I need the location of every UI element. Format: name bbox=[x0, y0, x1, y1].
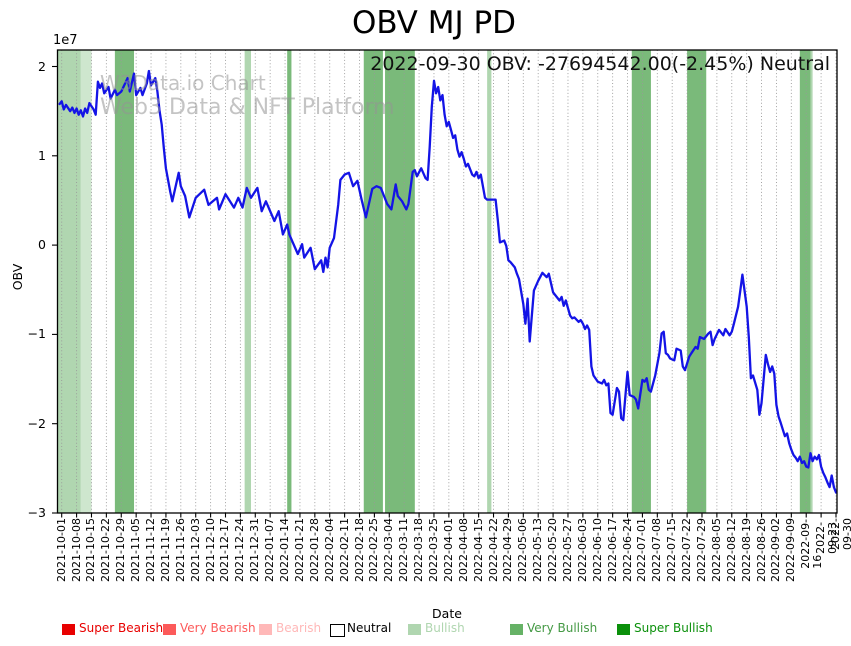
legend-swatch-super-bearish bbox=[62, 624, 75, 635]
legend-label-very-bullish: Very Bullish bbox=[527, 621, 598, 635]
x-tick-label: 2022-01-21 bbox=[292, 518, 306, 582]
y-tick-label: 0 bbox=[38, 237, 46, 253]
x-tick-label: 2022-09-30 bbox=[829, 518, 851, 550]
watermark-line-2: Web3 Data & NFT Platform bbox=[100, 95, 395, 120]
y-tick-label: −1 bbox=[27, 326, 46, 342]
legend-swatch-bearish bbox=[259, 624, 272, 635]
x-tick-label: 2021-12-10 bbox=[203, 518, 217, 582]
y-tick-label: −3 bbox=[27, 505, 46, 520]
legend-swatch-neutral bbox=[330, 624, 345, 637]
legend-label-super-bullish: Super Bullish bbox=[634, 621, 713, 635]
x-tick-label: 2022-08-12 bbox=[724, 518, 738, 582]
x-tick-label: 2021-10-15 bbox=[84, 518, 98, 582]
legend-label-bearish: Bearish bbox=[276, 621, 322, 635]
chart-title: OBV MJ PD bbox=[351, 5, 517, 41]
x-tick-label: 2021-10-22 bbox=[99, 518, 113, 582]
x-tick-label: 2021-10-08 bbox=[69, 518, 83, 582]
y-tick-label: 1 bbox=[38, 147, 46, 163]
x-tick-label: 2022-05-13 bbox=[531, 518, 545, 582]
x-tick-label: 2022-01-07 bbox=[263, 518, 277, 582]
legend-label-super-bearish: Super Bearish bbox=[79, 621, 164, 635]
latest-value-annotation: 2022-09-30 OBV: -27694542.00(-2.45%) Neu… bbox=[370, 53, 830, 75]
x-tick-label: 2021-12-31 bbox=[248, 518, 262, 582]
band-very-bullish bbox=[799, 50, 811, 513]
axes-box bbox=[56, 49, 838, 514]
y-tick-label: 2 bbox=[38, 58, 46, 74]
x-tick-label: 2022-04-22 bbox=[486, 518, 500, 582]
x-tick-label: 2021-11-19 bbox=[158, 518, 172, 582]
x-tick-label: 2022-09-02 bbox=[769, 518, 783, 582]
obv-line bbox=[58, 69, 838, 494]
x-tick-label: 2022-05-06 bbox=[516, 518, 530, 582]
legend-label-bullish: Bullish bbox=[425, 621, 465, 635]
band-bullish bbox=[487, 50, 492, 513]
band-very-bullish bbox=[287, 50, 292, 513]
legend-label-neutral: Neutral bbox=[347, 621, 392, 635]
x-tick-label: 2022-06-10 bbox=[590, 518, 604, 582]
x-tick-label: 2022-04-08 bbox=[456, 518, 470, 582]
x-tick-label: 2022-03-04 bbox=[382, 518, 396, 582]
x-tick-label: 2022-04-15 bbox=[471, 518, 485, 582]
y-tick-label: −2 bbox=[27, 415, 46, 431]
x-tick-label: 2021-10-01 bbox=[54, 518, 68, 582]
x-tick-label: 2022-06-24 bbox=[620, 518, 634, 582]
x-tick-label: 2021-12-17 bbox=[218, 518, 232, 582]
x-tick-label: 2022-04-29 bbox=[501, 518, 515, 582]
x-tick-label: 2021-11-26 bbox=[173, 518, 187, 582]
x-axis-label: Date bbox=[432, 606, 462, 621]
x-tick-label: 2022-07-08 bbox=[650, 518, 664, 582]
x-tick-label: 2022-09-09 bbox=[784, 518, 798, 582]
y-axis-offset-label: 1e7 bbox=[53, 33, 78, 48]
x-tick-label: 2022-07-01 bbox=[635, 518, 649, 582]
legend-label-very-bearish: Very Bearish bbox=[180, 621, 256, 635]
x-tick-label: 2021-12-24 bbox=[233, 518, 247, 582]
signal-bands bbox=[57, 50, 813, 513]
x-tick-label: 2022-07-29 bbox=[694, 518, 708, 582]
band-very-bullish bbox=[114, 50, 135, 513]
x-tick-label: 2022-07-15 bbox=[665, 518, 679, 582]
x-tick-label: 2021-10-29 bbox=[114, 518, 128, 582]
x-tick-label: 2022-06-03 bbox=[575, 518, 589, 582]
band-very-bullish bbox=[687, 50, 707, 513]
obv-series-line bbox=[58, 69, 838, 494]
x-tick-label: 2022-08-26 bbox=[754, 518, 768, 582]
legend-swatch-very-bearish bbox=[163, 624, 176, 635]
x-tick-label: 2022-03-11 bbox=[397, 518, 411, 582]
x-tick-label: 2022-08-05 bbox=[709, 518, 723, 582]
x-tick-label: 2022-06-17 bbox=[605, 518, 619, 582]
watermark-line-1: W3Data.io Chart bbox=[100, 71, 266, 95]
x-tick-label: 2021-11-05 bbox=[129, 518, 143, 582]
legend-swatch-super-bullish bbox=[617, 624, 630, 635]
x-tick-label: 2021-11-12 bbox=[144, 518, 158, 582]
x-tick-label: 2022-07-22 bbox=[680, 518, 694, 582]
band-bullish-light bbox=[80, 50, 92, 513]
band-very-bullish bbox=[385, 50, 415, 513]
x-tick-label: 2022-03-25 bbox=[426, 518, 440, 582]
legend-swatch-bullish bbox=[408, 624, 421, 635]
x-tick-label: 2022-08-19 bbox=[739, 518, 753, 582]
band-bullish bbox=[244, 50, 252, 513]
band-very-bullish bbox=[363, 50, 383, 513]
x-tick-label: 2022-02-18 bbox=[352, 518, 366, 582]
band-bullish bbox=[57, 50, 81, 513]
band-very-bullish bbox=[631, 50, 651, 513]
x-tick-label: 2022-01-14 bbox=[278, 518, 292, 582]
x-tick-label: 2022-05-27 bbox=[560, 518, 574, 582]
x-tick-label: 2022-01-28 bbox=[307, 518, 321, 582]
x-tick-label: 2022-02-11 bbox=[337, 518, 351, 582]
x-tick-label: 2022-04-01 bbox=[441, 518, 455, 582]
x-tick-label: 2021-12-03 bbox=[188, 518, 202, 582]
legend-swatch-very-bullish bbox=[510, 624, 523, 635]
gridlines bbox=[61, 50, 837, 513]
x-tick-label: 2022-03-18 bbox=[412, 518, 426, 582]
x-tick-label: 2022-02-04 bbox=[322, 518, 336, 582]
y-axis-label: OBV bbox=[10, 263, 25, 291]
x-tick-label: 2022-02-25 bbox=[367, 518, 381, 582]
x-tick-label: 2022-05-20 bbox=[546, 518, 560, 582]
band-bullish bbox=[810, 50, 813, 513]
axis-ticks bbox=[52, 65, 837, 518]
